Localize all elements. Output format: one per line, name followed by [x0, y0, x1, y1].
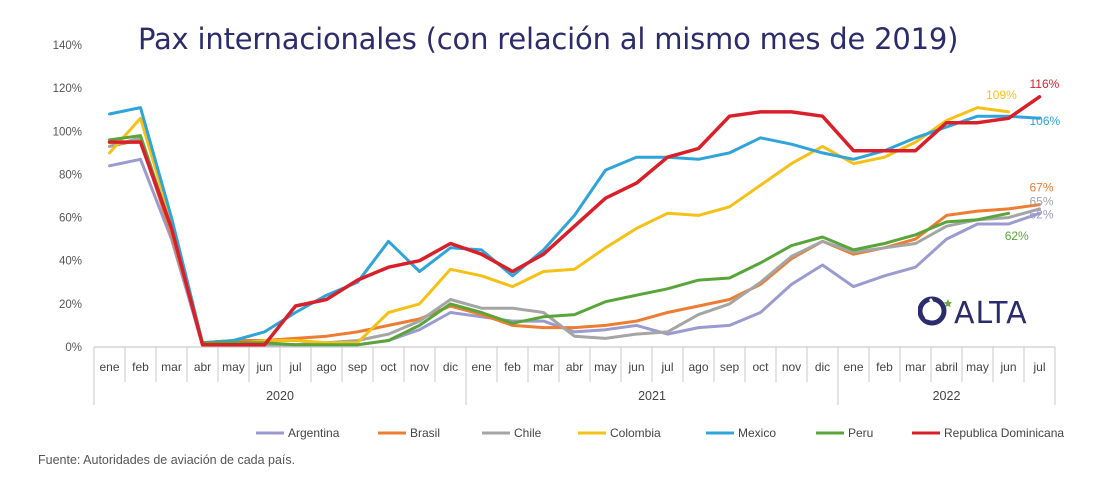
- x-tick-label: ago: [316, 360, 336, 374]
- end-value-label: 106%: [1030, 114, 1061, 128]
- y-tick-label: 120%: [53, 83, 82, 95]
- legend-label: Colombia: [610, 426, 661, 440]
- y-tick-label: 20%: [59, 299, 82, 311]
- y-tick-label: 80%: [59, 169, 82, 181]
- end-value-label: 109%: [986, 88, 1017, 102]
- x-tick-label: jun: [255, 360, 272, 374]
- x-tick-label: jun: [627, 360, 644, 374]
- series-line-argentina: [108, 157, 1041, 347]
- x-tick-label: mar: [161, 360, 182, 374]
- x-tick-label: ago: [688, 360, 708, 374]
- chart-title: Pax internacionales (con relación al mis…: [138, 22, 959, 56]
- end-value-label: 62%: [1030, 208, 1054, 222]
- logo-text: ALTA: [954, 296, 1028, 331]
- legend-label: Peru: [848, 426, 873, 440]
- x-tick-label: feb: [504, 360, 521, 374]
- x-tick-label: ene: [471, 360, 491, 374]
- legend: Argentina Brasil Chile Colombia Mexico Peru Re…: [256, 426, 1064, 440]
- logo-star-icon: [943, 299, 953, 308]
- x-tick-label: nov: [782, 360, 801, 374]
- x-tick-label: dic: [815, 360, 830, 374]
- x-tick-label: ene: [99, 360, 119, 374]
- end-value-label: 62%: [1005, 229, 1029, 243]
- legend-label: Mexico: [738, 426, 776, 440]
- logo-circle-icon: [918, 296, 947, 326]
- x-tick-label: oct: [752, 360, 769, 374]
- y-tick-label: 0%: [65, 342, 82, 354]
- legend-label: Chile: [514, 426, 542, 440]
- x-tick-label: jun: [999, 360, 1016, 374]
- end-labels: 116%109%106%67%65%62%62%: [986, 77, 1060, 243]
- source-note: Fuente: Autoridades de aviación de cada …: [38, 453, 296, 467]
- end-value-label: 67%: [1030, 181, 1054, 195]
- x-tick-label: ene: [843, 360, 863, 374]
- series-line-colombia: [108, 106, 1010, 347]
- series-line-peru: [108, 134, 1010, 347]
- x-tick-label: mar: [905, 360, 926, 374]
- x-tick-label: abr: [566, 360, 583, 374]
- year-label: 2022: [933, 389, 961, 403]
- y-tick-label: 40%: [59, 256, 82, 268]
- x-tick-label: mar: [533, 360, 554, 374]
- end-value-label: 65%: [1030, 195, 1054, 209]
- y-axis-labels: 0% 20% 40% 60% 80% 100% 120% 140%: [53, 40, 82, 354]
- x-axis: ene feb mar abr may jun jul ago sep oct nov dic ene f…: [93, 347, 1056, 405]
- x-tick-label: may: [594, 360, 617, 374]
- year-label: 2021: [638, 389, 666, 403]
- x-tick-label: sep: [348, 360, 368, 374]
- x-tick-label: may: [966, 360, 989, 374]
- series-line-republica-dominicana: [107, 95, 1042, 347]
- x-tick-label: sep: [720, 360, 740, 374]
- x-tick-label: abr: [194, 360, 211, 374]
- x-tick-label: nov: [410, 360, 429, 374]
- x-tick-label: abril: [935, 360, 958, 374]
- x-tick-label: jul: [660, 360, 673, 374]
- x-tick-label: dic: [443, 360, 458, 374]
- x-tick-label: feb: [132, 360, 149, 374]
- x-tick-label: jul: [1032, 360, 1045, 374]
- y-tick-label: 100%: [53, 126, 82, 138]
- year-label: 2020: [266, 389, 294, 403]
- x-tick-label: jul: [288, 360, 301, 374]
- x-tick-label: oct: [380, 360, 397, 374]
- logo-swoosh-icon: [924, 297, 934, 320]
- legend-label: Brasil: [410, 426, 440, 440]
- end-value-label: 116%: [1030, 77, 1060, 91]
- y-tick-label: 60%: [59, 213, 82, 225]
- legend-label: Argentina: [288, 426, 340, 440]
- x-tick-label: feb: [876, 360, 893, 374]
- series-line-brasil: [108, 138, 1041, 345]
- y-tick-label: 140%: [53, 40, 82, 52]
- x-tick-label: may: [222, 360, 245, 374]
- legend-label: Republica Dominicana: [944, 426, 1064, 440]
- series-lines: [107, 95, 1042, 347]
